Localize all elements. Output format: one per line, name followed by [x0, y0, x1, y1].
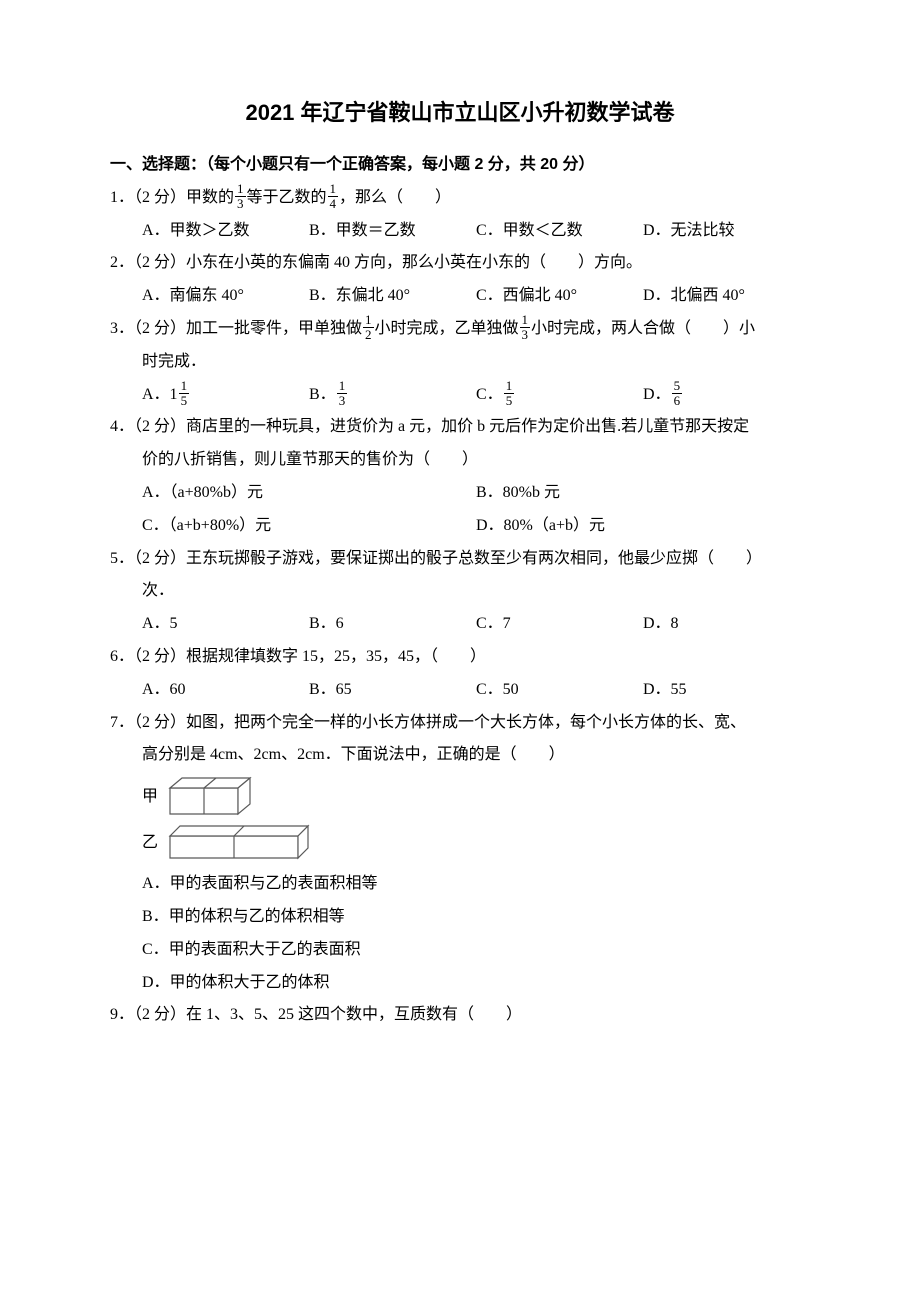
q7-option-a: A．甲的表面积与乙的表面积相等 [142, 868, 810, 901]
q5-option-a: A．5 [142, 608, 309, 641]
fraction-icon: 13 [235, 182, 246, 210]
q1-option-b: B．甲数＝乙数 [309, 215, 476, 248]
q1-stem-pre: 1．（2 分）甲数的 [110, 189, 234, 206]
q7-options: A．甲的表面积与乙的表面积相等 B．甲的体积与乙的体积相等 C．甲的表面积大于乙… [110, 868, 810, 999]
cuboid-jia-icon [166, 776, 276, 818]
question-4-line1: 4．（2 分）商店里的一种玩具，进货价为 a 元，加价 b 元后作为定价出售.若… [110, 411, 810, 444]
q5-options: A．5 B．6 C．7 D．8 [110, 608, 810, 641]
q6-options: A．60 B．65 C．50 D．55 [110, 674, 810, 707]
q4-option-b: B．80%b 元 [476, 477, 810, 510]
q1-stem-mid: 等于乙数的 [247, 189, 327, 206]
q6-option-d: D．55 [643, 674, 810, 707]
page-title: 2021 年辽宁省鞍山市立山区小升初数学试卷 [110, 90, 810, 135]
q3-option-c: C．15 [476, 379, 643, 412]
q3-stem-mid1: 小时完成，乙单独做 [375, 320, 519, 337]
fraction-icon: 15 [504, 379, 515, 407]
q2-option-a: A．南偏东 40° [142, 280, 309, 313]
q1-option-d: D．无法比较 [643, 215, 810, 248]
q7-option-d: D．甲的体积大于乙的体积 [142, 967, 810, 1000]
fraction-icon: 56 [672, 379, 683, 407]
question-5-line2: 次． [110, 575, 810, 608]
label-jia: 甲 [142, 781, 158, 814]
q2-options: A．南偏东 40° B．东偏北 40° C．西偏北 40° D．北偏西 40° [110, 280, 810, 313]
question-3: 3．（2 分）加工一批零件，甲单独做12小时完成，乙单独做13小时完成，两人合做… [110, 313, 810, 346]
q3-option-d: D．56 [643, 379, 810, 412]
q1-options: A．甲数＞乙数 B．甲数＝乙数 C．甲数＜乙数 D．无法比较 [110, 215, 810, 248]
q2-option-c: C．西偏北 40° [476, 280, 643, 313]
question-7-line2: 高分别是 4cm、2cm、2cm．下面说法中，正确的是（ ） [110, 739, 810, 772]
q2-option-b: B．东偏北 40° [309, 280, 476, 313]
q3-options: A．115 B．13 C．15 D．56 [110, 379, 810, 412]
q7-option-b: B．甲的体积与乙的体积相等 [142, 901, 810, 934]
question-4-line2: 价的八折销售，则儿童节那天的售价为（ ） [110, 444, 810, 477]
section-1-heading: 一、选择题：（每个小题只有一个正确答案，每小题 2 分，共 20 分） [110, 149, 810, 182]
q7-figure-jia: 甲 [110, 776, 810, 818]
question-6: 6．（2 分）根据规律填数字 15，25，35，45，（ ） [110, 641, 810, 674]
q1-option-a: A．甲数＞乙数 [142, 215, 309, 248]
q3-stem-line2: 时完成． [110, 346, 810, 379]
q6-option-a: A．60 [142, 674, 309, 707]
q2-option-d: D．北偏西 40° [643, 280, 810, 313]
question-7-line1: 7．（2 分）如图，把两个完全一样的小长方体拼成一个大长方体，每个小长方体的长、… [110, 707, 810, 740]
cuboid-yi-icon [166, 824, 326, 862]
fraction-icon: 13 [337, 379, 348, 407]
q6-option-c: C．50 [476, 674, 643, 707]
fraction-icon: 14 [328, 182, 339, 210]
q4-option-a: A．（a+80%b）元 [142, 477, 476, 510]
q4-option-c: C．（a+b+80%）元 [142, 510, 476, 543]
q6-option-b: B．65 [309, 674, 476, 707]
question-2: 2．（2 分）小东在小英的东偏南 40 方向，那么小英在小东的（ ）方向。 [110, 247, 810, 280]
q4-option-d: D．80%（a+b）元 [476, 510, 810, 543]
q4-options: A．（a+80%b）元 B．80%b 元 C．（a+b+80%）元 D．80%（… [110, 477, 810, 543]
q3-stem-mid2: 小时完成，两人合做（ ）小 [531, 320, 755, 337]
q3-stem-pre: 3．（2 分）加工一批零件，甲单独做 [110, 320, 362, 337]
question-9: 9．（2 分）在 1、3、5、25 这四个数中，互质数有（ ） [110, 999, 810, 1032]
question-1: 1．（2 分）甲数的13等于乙数的14，那么（ ） [110, 182, 810, 215]
q5-option-b: B．6 [309, 608, 476, 641]
label-yi: 乙 [142, 827, 158, 860]
q3-option-b: B．13 [309, 379, 476, 412]
q5-option-d: D．8 [643, 608, 810, 641]
fraction-icon: 12 [363, 313, 374, 341]
question-5-line1: 5．（2 分）王东玩掷骰子游戏，要保证掷出的骰子总数至少有两次相同，他最少应掷（… [110, 543, 810, 576]
fraction-icon: 15 [179, 379, 190, 407]
q5-option-c: C．7 [476, 608, 643, 641]
q7-option-c: C．甲的表面积大于乙的表面积 [142, 934, 810, 967]
fraction-icon: 13 [520, 313, 531, 341]
q1-stem-post: ，那么（ ） [339, 189, 451, 206]
q7-figure-yi: 乙 [110, 824, 810, 862]
q1-option-c: C．甲数＜乙数 [476, 215, 643, 248]
q3-option-a: A．115 [142, 379, 309, 412]
